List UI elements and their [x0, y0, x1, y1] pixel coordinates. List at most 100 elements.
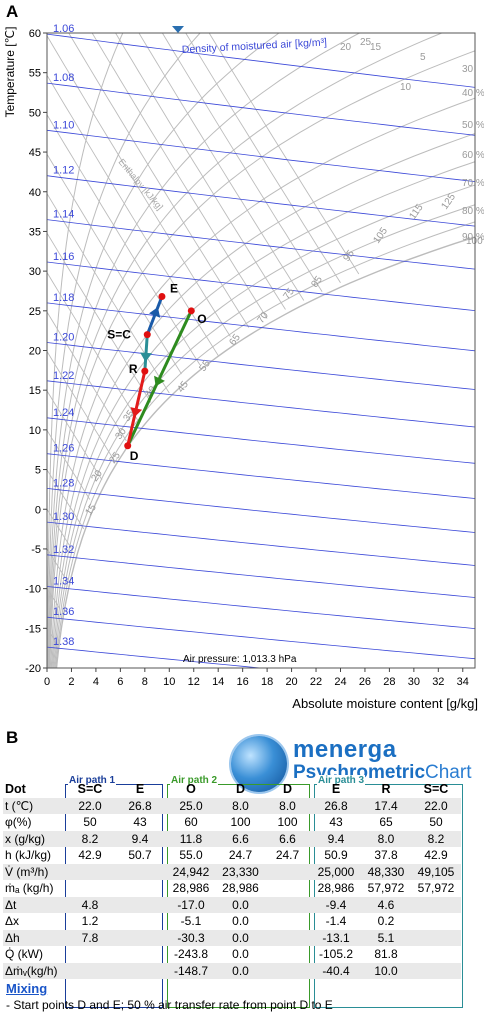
- process-arrow-S=C-R: [140, 352, 153, 362]
- x-axis-label: Absolute moisture content [g/kg]: [292, 696, 478, 711]
- enthalpy-line: [47, 509, 72, 549]
- density-label: 1.16: [53, 251, 74, 263]
- table-cell: 50: [83, 815, 97, 830]
- density-line: [47, 646, 265, 668]
- density-label: 1.28: [53, 477, 74, 489]
- density-label: 1.26: [53, 443, 74, 455]
- x-tick-label: 8: [142, 676, 148, 688]
- table-row: h (kJ/kg) 42.9 50.7 55.0 24.7 24.7 50.9 37.8 42.…: [3, 847, 461, 864]
- enthalpy-line: [47, 232, 152, 403]
- density-label: 1.36: [53, 606, 74, 618]
- table-cell: 26.8: [311, 797, 361, 814]
- table-header-cell: S=C: [77, 782, 103, 797]
- point-label-S=C: S=C: [107, 328, 131, 342]
- rh-curve: [50, 97, 475, 668]
- rh-label: 20: [340, 42, 352, 53]
- density-line: [47, 488, 475, 533]
- rh-label: 5: [420, 52, 426, 63]
- table-row: ṁₐ (kg/h) 28,986 28,986 28,986 57,972 57,972: [3, 880, 461, 897]
- density-line: [47, 342, 475, 390]
- table-cell: -30.3: [165, 929, 217, 946]
- point-label-O: O: [197, 312, 206, 326]
- process-arrow-R-D: [130, 407, 143, 418]
- process-arrow-O-D: [154, 375, 165, 387]
- density-line: [47, 380, 475, 428]
- air-path-3-box: Air path 3: [314, 775, 463, 1008]
- density-line: [47, 586, 475, 630]
- table-cell: 37.8: [374, 848, 398, 863]
- state-points: E O S=C R D: [107, 282, 206, 463]
- point-label-R: R: [129, 362, 138, 376]
- table-cell: [264, 913, 311, 930]
- density-label: 1.30: [53, 511, 74, 523]
- density-label: 1.34: [53, 575, 74, 587]
- enthalpy-line: [47, 469, 85, 530]
- point-O: [187, 307, 195, 315]
- table-cell: [264, 929, 311, 946]
- point-label-D: D: [130, 449, 139, 463]
- point-label-E: E: [170, 282, 178, 296]
- table-cell: 6.6: [264, 830, 311, 847]
- table-cell: 22.0: [65, 797, 115, 814]
- enthalpy-value-label: 45: [175, 379, 191, 395]
- table-cell: 100: [230, 815, 251, 830]
- y-tick-label: 5: [35, 465, 41, 477]
- table-row: Δt 4.8 -17.0 0.0 -9.4 4.6: [3, 896, 461, 913]
- table-cell: -17.0: [165, 896, 217, 913]
- row-label: V̇ (m³/h): [3, 863, 65, 880]
- x-tick-label: 10: [163, 676, 175, 688]
- table-row: x (g/kg) 8.2 9.4 11.8 6.6 6.6 9.4 8.0 8.2: [3, 830, 461, 847]
- plot-frame: 1.06 1.08 1.10 1.12 1.14 1.16 1.18 1.20 1.22 1.24…: [46, 23, 484, 669]
- table-cell: -243.8: [173, 947, 209, 962]
- table-header-cell: D: [282, 782, 293, 797]
- y-tick-label: 20: [29, 346, 41, 358]
- density-line: [47, 261, 475, 312]
- density-line: [47, 82, 475, 136]
- table-cell: 4.8: [65, 896, 115, 913]
- table-cell: -1.4: [325, 914, 347, 929]
- table-cell: [411, 913, 461, 930]
- rh-label: 90 %: [462, 232, 484, 243]
- process-line-O-D: [126, 310, 193, 447]
- mixing-note: - Start points D and E; 50 % air transfe…: [6, 998, 333, 1012]
- axis-ticks: 0 2 4 6 8 10 12 14 16 18 20 22 24 26 28 30 32 34-20-15-10…: [25, 28, 469, 688]
- process-arrow-S=C-E: [149, 307, 161, 318]
- x-tick-label: 14: [212, 676, 224, 688]
- table-header-cell: D: [235, 782, 246, 797]
- row-label: Δt: [3, 896, 65, 913]
- rh-label: 80 %: [462, 206, 484, 217]
- x-tick-label: 32: [432, 676, 444, 688]
- y-tick-label: -10: [25, 584, 41, 596]
- table-cell: 0.2: [377, 914, 395, 929]
- table-cell: 28,986: [172, 881, 210, 896]
- table-cell: 5.1: [361, 929, 411, 946]
- mixing-link[interactable]: Mixing: [6, 981, 48, 996]
- density-label: 1.32: [53, 544, 74, 556]
- table-cell: 10.0: [361, 962, 411, 979]
- x-tick-label: 12: [188, 676, 200, 688]
- table-cell: 8.2: [65, 830, 115, 847]
- table-cell: [411, 946, 461, 963]
- table-cell: [65, 880, 115, 897]
- y-tick-label: 30: [29, 266, 41, 278]
- point-R: [141, 367, 149, 375]
- table-header-cell: O: [186, 782, 196, 797]
- table-header-cell: E: [135, 782, 145, 797]
- density-line: [47, 417, 475, 464]
- table-cell: 42.9: [424, 848, 448, 863]
- table-header-cell: R: [381, 782, 391, 797]
- logo-product-light: Chart: [425, 762, 472, 783]
- row-label: Δh: [3, 929, 65, 946]
- enthalpy-line: [91, 33, 268, 319]
- row-label: φ(%): [5, 815, 32, 830]
- table-cell: 43: [133, 815, 147, 830]
- x-tick-label: 0: [44, 676, 50, 688]
- panel-label-a: A: [6, 2, 19, 21]
- density-line: [47, 175, 475, 227]
- table-cell: -105.2: [318, 947, 354, 962]
- density-label: 1.14: [53, 209, 74, 221]
- table-cell: 4.6: [361, 896, 411, 913]
- table-cell: 8.0: [361, 830, 411, 847]
- density-title: Density of moistured air [kg/m³]: [182, 36, 328, 56]
- enthalpy-line: [161, 33, 323, 292]
